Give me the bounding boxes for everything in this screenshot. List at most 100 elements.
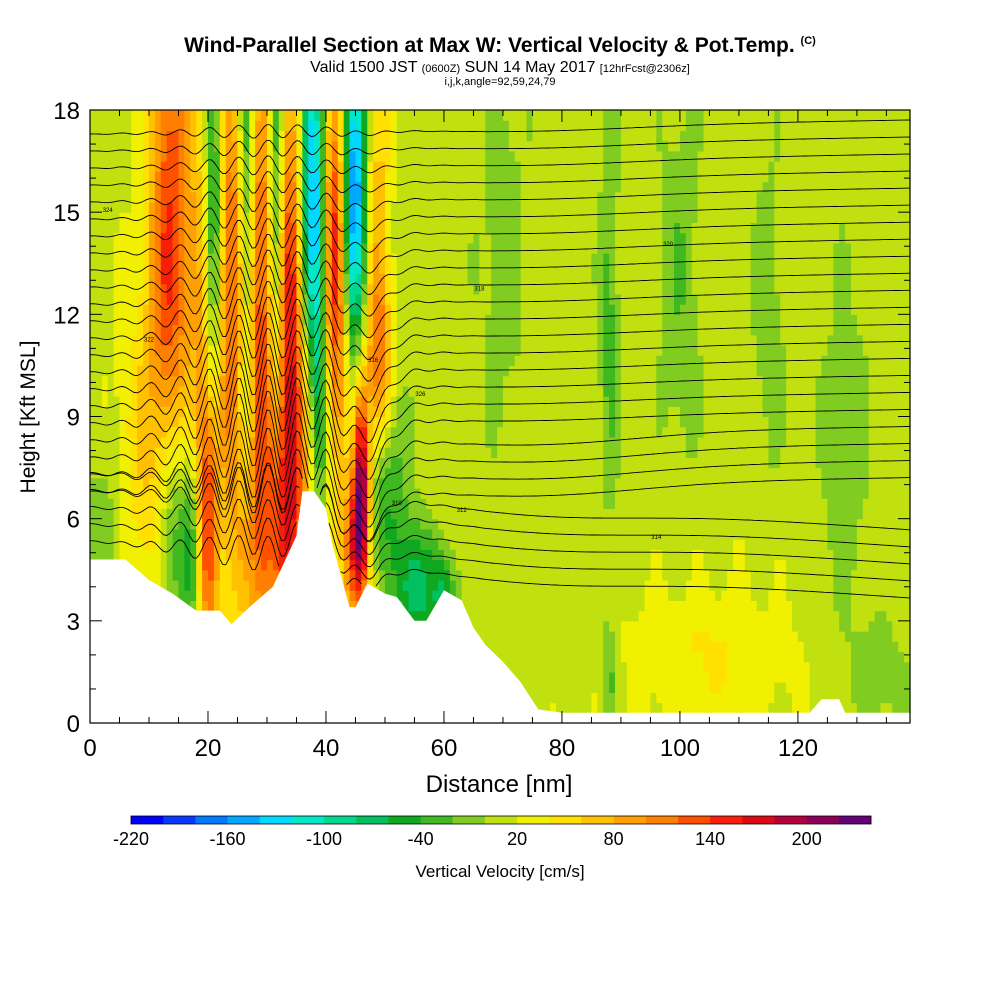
heatmap-cell xyxy=(207,304,215,315)
heatmap-cell xyxy=(243,120,250,132)
heatmap-cell xyxy=(131,293,138,305)
heatmap-cell xyxy=(556,661,563,673)
heatmap-cell xyxy=(449,253,457,264)
heatmap-cell xyxy=(514,273,522,285)
heatmap-cell xyxy=(455,385,463,397)
heatmap-cell xyxy=(154,304,162,315)
heatmap-cell xyxy=(544,600,551,612)
heatmap-cell xyxy=(544,528,551,540)
heatmap-cell xyxy=(213,273,221,285)
heatmap-cell xyxy=(119,355,126,367)
heatmap-cell xyxy=(567,140,575,152)
heatmap-cell xyxy=(443,559,451,571)
heatmap-cell xyxy=(343,436,351,448)
heatmap-cell xyxy=(196,130,203,142)
heatmap-cell xyxy=(166,406,174,418)
heatmap-cell xyxy=(178,161,185,172)
heatmap-cell xyxy=(473,334,480,346)
heatmap-cell xyxy=(272,344,280,356)
heatmap-cell xyxy=(119,283,126,295)
heatmap-cell xyxy=(308,406,315,418)
heatmap-cell xyxy=(485,110,492,121)
heatmap-cell xyxy=(544,222,551,234)
heatmap-cell xyxy=(225,590,233,601)
heatmap-cell xyxy=(567,293,575,305)
heatmap-cell xyxy=(137,222,144,234)
heatmap-cell xyxy=(514,518,522,530)
heatmap-cell xyxy=(225,539,233,550)
heatmap-cell xyxy=(473,426,480,438)
heatmap-cell xyxy=(284,406,292,418)
heatmap-cell xyxy=(384,242,392,254)
heatmap-cell xyxy=(207,140,215,152)
heatmap-cell xyxy=(497,344,504,356)
heatmap-cell xyxy=(237,467,244,479)
heatmap-cell xyxy=(261,416,268,428)
heatmap-cell xyxy=(148,406,156,418)
heatmap-cell xyxy=(154,396,162,407)
heatmap-cell xyxy=(438,263,445,275)
heatmap-cell xyxy=(467,283,475,295)
heatmap-cell xyxy=(101,528,109,540)
heatmap-cell xyxy=(532,232,539,244)
heatmap-cell xyxy=(107,171,115,183)
heatmap-cell xyxy=(402,396,410,407)
heatmap-cell xyxy=(95,130,103,142)
heatmap-cell xyxy=(143,396,150,407)
heatmap-cell xyxy=(373,447,380,458)
heatmap-cell xyxy=(426,436,433,448)
heatmap-cell xyxy=(379,467,386,479)
heatmap-cell xyxy=(567,498,575,510)
heatmap-cell xyxy=(231,467,239,479)
heatmap-cell xyxy=(467,559,475,571)
heatmap-cell xyxy=(402,590,410,601)
heatmap-cell xyxy=(255,161,262,172)
heatmap-cell xyxy=(502,610,510,622)
heatmap-cell xyxy=(432,110,439,121)
heatmap-cell xyxy=(414,283,421,295)
heatmap-cell xyxy=(426,191,433,203)
heatmap-cell xyxy=(202,273,209,285)
heatmap-cell xyxy=(231,488,239,499)
heatmap-cell xyxy=(90,508,97,520)
heatmap-cell xyxy=(255,304,262,315)
heatmap-cell xyxy=(272,447,280,458)
heatmap-cell xyxy=(95,222,103,234)
heatmap-cell xyxy=(337,365,345,377)
heatmap-cell xyxy=(261,569,268,581)
heatmap-cell xyxy=(461,436,469,448)
heatmap-cell xyxy=(396,263,404,275)
heatmap-cell xyxy=(243,590,250,601)
heatmap-cell xyxy=(137,242,144,254)
heatmap-cell xyxy=(443,355,451,367)
heatmap-cell xyxy=(148,212,156,223)
heatmap-cell xyxy=(343,212,351,223)
heatmap-cell xyxy=(213,150,221,162)
heatmap-cell xyxy=(178,467,185,479)
heatmap-cell xyxy=(355,191,362,203)
heatmap-cell xyxy=(573,293,581,305)
heatmap-cell xyxy=(473,150,480,162)
heatmap-cell xyxy=(166,447,174,458)
heatmap-cell xyxy=(556,293,563,305)
heatmap-cell xyxy=(449,406,457,418)
heatmap-cell xyxy=(308,324,315,336)
heatmap-cell xyxy=(408,212,416,223)
heatmap-cell xyxy=(207,242,215,254)
heatmap-cell xyxy=(95,549,103,561)
heatmap-cell xyxy=(213,549,221,561)
heatmap-cell xyxy=(502,191,510,203)
heatmap-cell xyxy=(438,579,445,591)
heatmap-cell xyxy=(361,161,368,172)
heatmap-cell xyxy=(532,569,539,581)
heatmap-cell xyxy=(237,181,244,193)
heatmap-cell xyxy=(266,396,274,407)
heatmap-cell xyxy=(337,559,345,571)
heatmap-cell xyxy=(544,477,551,489)
heatmap-cell xyxy=(219,232,227,244)
heatmap-cell xyxy=(414,150,421,162)
heatmap-cell xyxy=(550,406,557,418)
heatmap-cell xyxy=(579,692,587,704)
heatmap-cell xyxy=(337,508,345,520)
heatmap-cell xyxy=(361,385,368,397)
